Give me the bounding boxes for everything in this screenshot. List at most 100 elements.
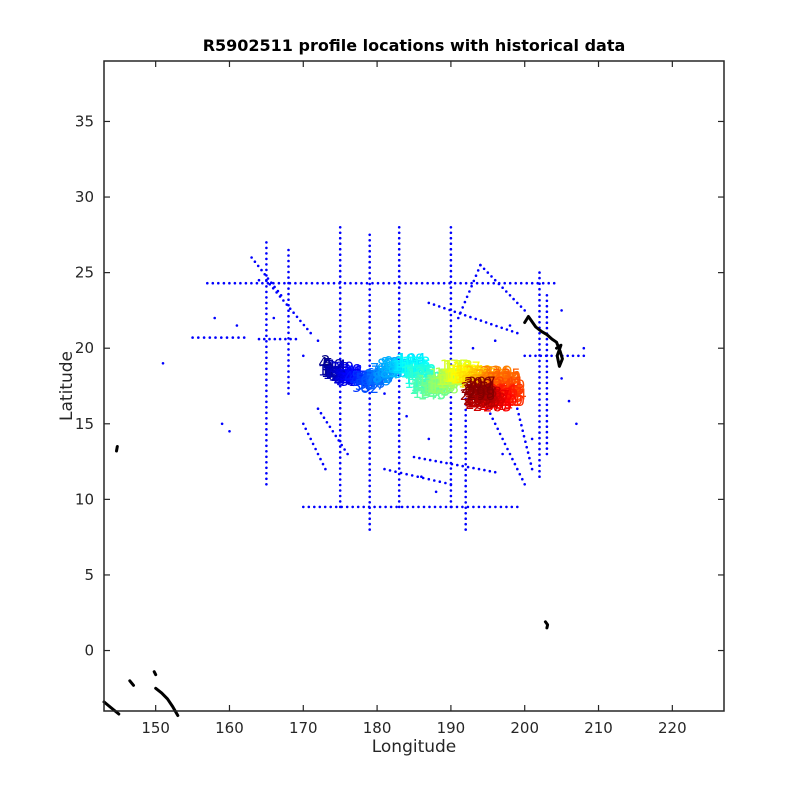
y-axis-label: Latitude (57, 351, 77, 421)
profile-number-label: 259 (484, 385, 513, 403)
historical-point (316, 281, 319, 285)
historical-point (449, 357, 453, 361)
profile-number-label: 269 (474, 387, 503, 405)
historical-point (482, 267, 486, 271)
profile-number-label: 1 (321, 361, 331, 379)
historical-point (265, 417, 268, 420)
historical-point (287, 259, 290, 263)
historical-point (449, 324, 453, 328)
x-tick-label: 150 (141, 719, 170, 737)
profile-number-label: 163 (439, 368, 468, 386)
historical-point (338, 286, 342, 289)
historical-point (464, 479, 468, 482)
historical-point (265, 246, 268, 250)
historical-point (250, 256, 253, 259)
historical-point (397, 494, 401, 498)
historical-point (525, 281, 528, 285)
historical-point (516, 505, 519, 509)
historical-point (449, 456, 453, 459)
historical-point (316, 452, 320, 456)
profile-number-label: 106 (399, 359, 428, 377)
profile-number-label: 110 (397, 360, 426, 378)
historical-point (496, 427, 500, 431)
profile-number-label: 267 (482, 387, 511, 405)
profile-number-label: 275 (470, 385, 499, 403)
profile-number-label: 179 (447, 365, 476, 383)
historical-point (538, 447, 541, 451)
profile-number-label: 121 (403, 362, 432, 380)
historical-point (505, 505, 508, 509)
historical-point (368, 457, 372, 460)
profile-number-label: 272 (475, 392, 504, 410)
profile-number-label: 13 (321, 363, 340, 381)
historical-point (461, 505, 464, 509)
historical-point (490, 275, 493, 278)
historical-point (444, 481, 447, 485)
profile-number-label: 235 (492, 366, 521, 384)
historical-point (538, 464, 541, 468)
historical-point (481, 397, 485, 400)
historical-point (397, 330, 401, 333)
historical-point (534, 354, 537, 358)
profile-number-label: 230 (492, 368, 521, 386)
historical-point (545, 365, 549, 368)
historical-point (499, 505, 503, 509)
historical-point (449, 236, 453, 240)
historical-point (483, 505, 486, 509)
profile-number-label: 201 (467, 372, 496, 390)
profile-number-label: 108 (396, 351, 425, 369)
historical-point (397, 505, 401, 509)
x-tick-label: 170 (289, 719, 318, 737)
historical-point (338, 264, 342, 268)
historical-point (231, 336, 235, 339)
historical-point (338, 412, 342, 416)
historical-point (368, 511, 372, 515)
historical-point (448, 308, 451, 312)
profile-number-label: 90 (384, 353, 403, 371)
historical-point (423, 457, 427, 461)
historical-point (343, 448, 346, 451)
historical-point (399, 471, 403, 475)
profile-number-label: 191 (453, 362, 482, 380)
historical-point (545, 447, 549, 450)
profile-number-label: 288 (469, 383, 498, 401)
historical-point (338, 341, 342, 344)
historical-point (368, 315, 372, 319)
profile-number-label: 270 (473, 389, 502, 407)
profile-number-label: 216 (476, 366, 505, 384)
historical-point (464, 522, 468, 526)
historical-point (538, 453, 541, 456)
profile-number-label: 158 (430, 379, 459, 397)
historical-point (538, 271, 541, 274)
coastline-palmyra (543, 620, 550, 630)
historical-point (538, 398, 541, 401)
profile-number-label: 109 (402, 364, 431, 382)
profile-number-label: 134 (413, 376, 442, 394)
profile-number-label: 231 (486, 368, 515, 386)
historical-point (368, 244, 372, 248)
historical-point (405, 472, 408, 476)
profile-number-label: 66 (366, 365, 385, 383)
historical-point (217, 281, 220, 285)
historical-point (265, 340, 268, 343)
profile-number-label: 36 (342, 361, 361, 379)
historical-point (545, 381, 549, 385)
historical-point (265, 406, 268, 409)
historical-point (538, 442, 541, 445)
historical-point (397, 379, 401, 383)
historical-point (433, 479, 436, 482)
profile-number-label: 265 (484, 395, 513, 413)
profile-number-label: 103 (393, 359, 422, 377)
historical-point (338, 319, 342, 322)
historical-point (397, 368, 401, 372)
historical-point (338, 226, 342, 229)
historical-point (338, 379, 342, 383)
historical-point (397, 406, 401, 410)
historical-point (302, 422, 305, 426)
historical-point (397, 275, 401, 278)
historical-point (325, 421, 329, 424)
historical-point (545, 425, 549, 429)
historical-point (397, 445, 401, 448)
historical-point (449, 489, 453, 492)
historical-point (464, 517, 468, 520)
